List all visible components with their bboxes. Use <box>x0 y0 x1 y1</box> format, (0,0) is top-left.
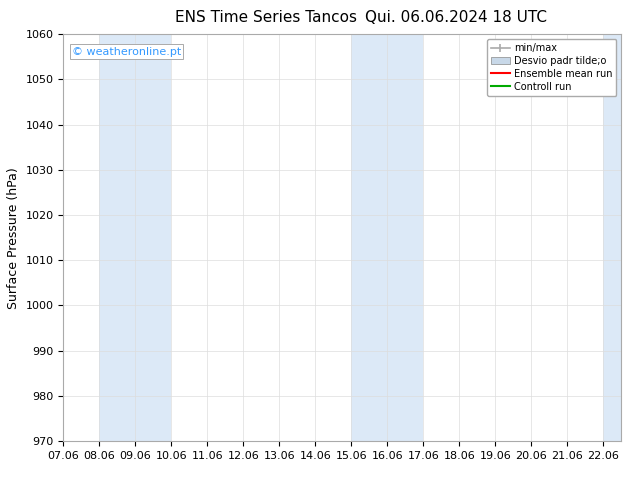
Bar <box>100 34 171 441</box>
Text: ENS Time Series Tancos: ENS Time Series Tancos <box>175 10 358 25</box>
Bar <box>351 34 424 441</box>
Y-axis label: Surface Pressure (hPa): Surface Pressure (hPa) <box>7 167 20 309</box>
Text: © weatheronline.pt: © weatheronline.pt <box>72 47 181 56</box>
Bar <box>604 34 621 441</box>
Text: Qui. 06.06.2024 18 UTC: Qui. 06.06.2024 18 UTC <box>365 10 548 25</box>
Legend: min/max, Desvio padr tilde;o, Ensemble mean run, Controll run: min/max, Desvio padr tilde;o, Ensemble m… <box>487 39 616 96</box>
